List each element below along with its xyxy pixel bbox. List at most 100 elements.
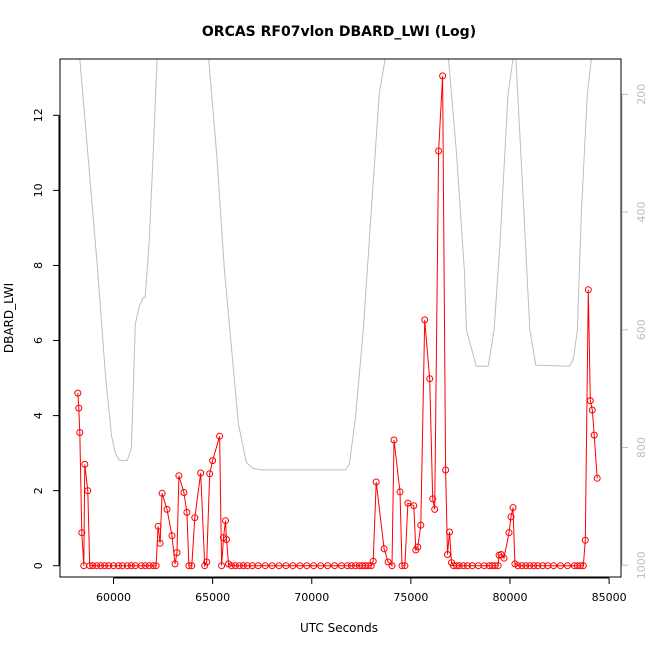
data-point bbox=[185, 562, 193, 570]
data-point bbox=[89, 562, 97, 570]
data-point bbox=[372, 478, 380, 486]
data-point bbox=[268, 562, 276, 570]
y2-tick-label: 800 bbox=[635, 437, 648, 458]
data-point bbox=[101, 562, 109, 570]
data-point bbox=[154, 522, 162, 530]
data-point bbox=[115, 562, 122, 570]
data-point bbox=[564, 562, 571, 570]
data-point bbox=[75, 404, 83, 412]
data-point bbox=[593, 474, 601, 482]
data-point bbox=[86, 562, 94, 570]
data-point bbox=[444, 551, 451, 558]
data-point bbox=[557, 562, 564, 570]
data-point bbox=[105, 562, 113, 570]
data-point bbox=[317, 562, 325, 570]
data-point bbox=[110, 562, 117, 570]
data-point bbox=[303, 562, 311, 570]
x-tick-label: 80000 bbox=[492, 591, 527, 604]
data-point bbox=[455, 562, 463, 570]
data-point bbox=[364, 562, 372, 570]
data-point bbox=[324, 562, 332, 570]
data-point bbox=[149, 562, 157, 570]
data-point bbox=[494, 562, 502, 570]
data-point bbox=[254, 562, 262, 570]
primary-series-line bbox=[77, 75, 598, 568]
data-point bbox=[367, 562, 375, 570]
data-point bbox=[183, 508, 191, 516]
data-point bbox=[588, 406, 596, 414]
y-tick-label: 6 bbox=[32, 337, 45, 344]
data-point bbox=[173, 549, 181, 557]
data-point bbox=[429, 495, 437, 503]
data-point bbox=[539, 562, 547, 570]
y-tick-label: 10 bbox=[32, 183, 45, 197]
data-point bbox=[156, 539, 164, 547]
data-point bbox=[509, 504, 517, 512]
data-point bbox=[398, 562, 406, 570]
x-tick-label: 70000 bbox=[294, 591, 329, 604]
data-point bbox=[201, 562, 209, 570]
data-point bbox=[222, 517, 229, 525]
data-point bbox=[534, 562, 542, 570]
data-point bbox=[235, 562, 243, 570]
data-point bbox=[347, 562, 355, 570]
data-point bbox=[431, 505, 439, 513]
y2-tick-label: 400 bbox=[635, 202, 648, 223]
data-point bbox=[261, 562, 269, 570]
data-point bbox=[586, 397, 594, 405]
data-point bbox=[81, 460, 89, 468]
data-point bbox=[97, 562, 105, 570]
data-point bbox=[123, 562, 131, 570]
data-point bbox=[530, 562, 538, 570]
data-point bbox=[351, 562, 359, 570]
data-point bbox=[141, 562, 149, 570]
data-point bbox=[417, 521, 425, 529]
data-point bbox=[310, 562, 318, 570]
data-point bbox=[84, 487, 92, 495]
data-point bbox=[435, 147, 443, 155]
data-point bbox=[78, 529, 86, 537]
y2-tick-label: 200 bbox=[635, 84, 648, 105]
data-point bbox=[507, 513, 515, 521]
data-point bbox=[581, 536, 589, 544]
data-point bbox=[175, 472, 183, 480]
data-point bbox=[584, 286, 592, 294]
data-point bbox=[203, 558, 211, 566]
data-point bbox=[76, 429, 84, 436]
data-point bbox=[384, 558, 392, 566]
data-point bbox=[197, 469, 205, 477]
data-point bbox=[514, 562, 522, 570]
data-point bbox=[209, 457, 217, 465]
y-axis: 0 2 4 6 8 10 12 bbox=[32, 108, 60, 569]
data-point bbox=[522, 562, 530, 570]
data-point bbox=[388, 562, 396, 570]
data-point bbox=[463, 562, 471, 570]
data-point bbox=[137, 562, 145, 570]
data-point bbox=[480, 562, 488, 570]
data-point bbox=[188, 562, 196, 570]
data-point bbox=[243, 562, 251, 570]
data-point bbox=[223, 536, 230, 543]
data-point bbox=[459, 562, 467, 570]
x-tick-label: 60000 bbox=[96, 591, 131, 604]
data-point bbox=[93, 562, 101, 570]
secondary-series-line bbox=[79, 59, 592, 471]
x-tick-label: 75000 bbox=[393, 591, 428, 604]
x-axis-label: UTC Seconds bbox=[300, 621, 378, 635]
data-point bbox=[500, 554, 508, 562]
data-point bbox=[191, 514, 199, 522]
data-point bbox=[231, 562, 239, 570]
y2-tick-label: 600 bbox=[635, 319, 648, 340]
data-point bbox=[396, 488, 404, 496]
data-point bbox=[550, 562, 558, 570]
data-point bbox=[152, 562, 160, 570]
x-axis: 60000 65000 70000 75000 80000 85000 bbox=[96, 577, 627, 604]
y-tick-label: 0 bbox=[32, 562, 45, 569]
x-tick-label: 85000 bbox=[592, 591, 627, 604]
data-point bbox=[579, 562, 587, 570]
data-point bbox=[118, 562, 126, 570]
data-point bbox=[127, 562, 135, 570]
data-point bbox=[163, 505, 171, 513]
plot-area bbox=[74, 59, 601, 570]
primary-series-markers bbox=[74, 72, 601, 570]
